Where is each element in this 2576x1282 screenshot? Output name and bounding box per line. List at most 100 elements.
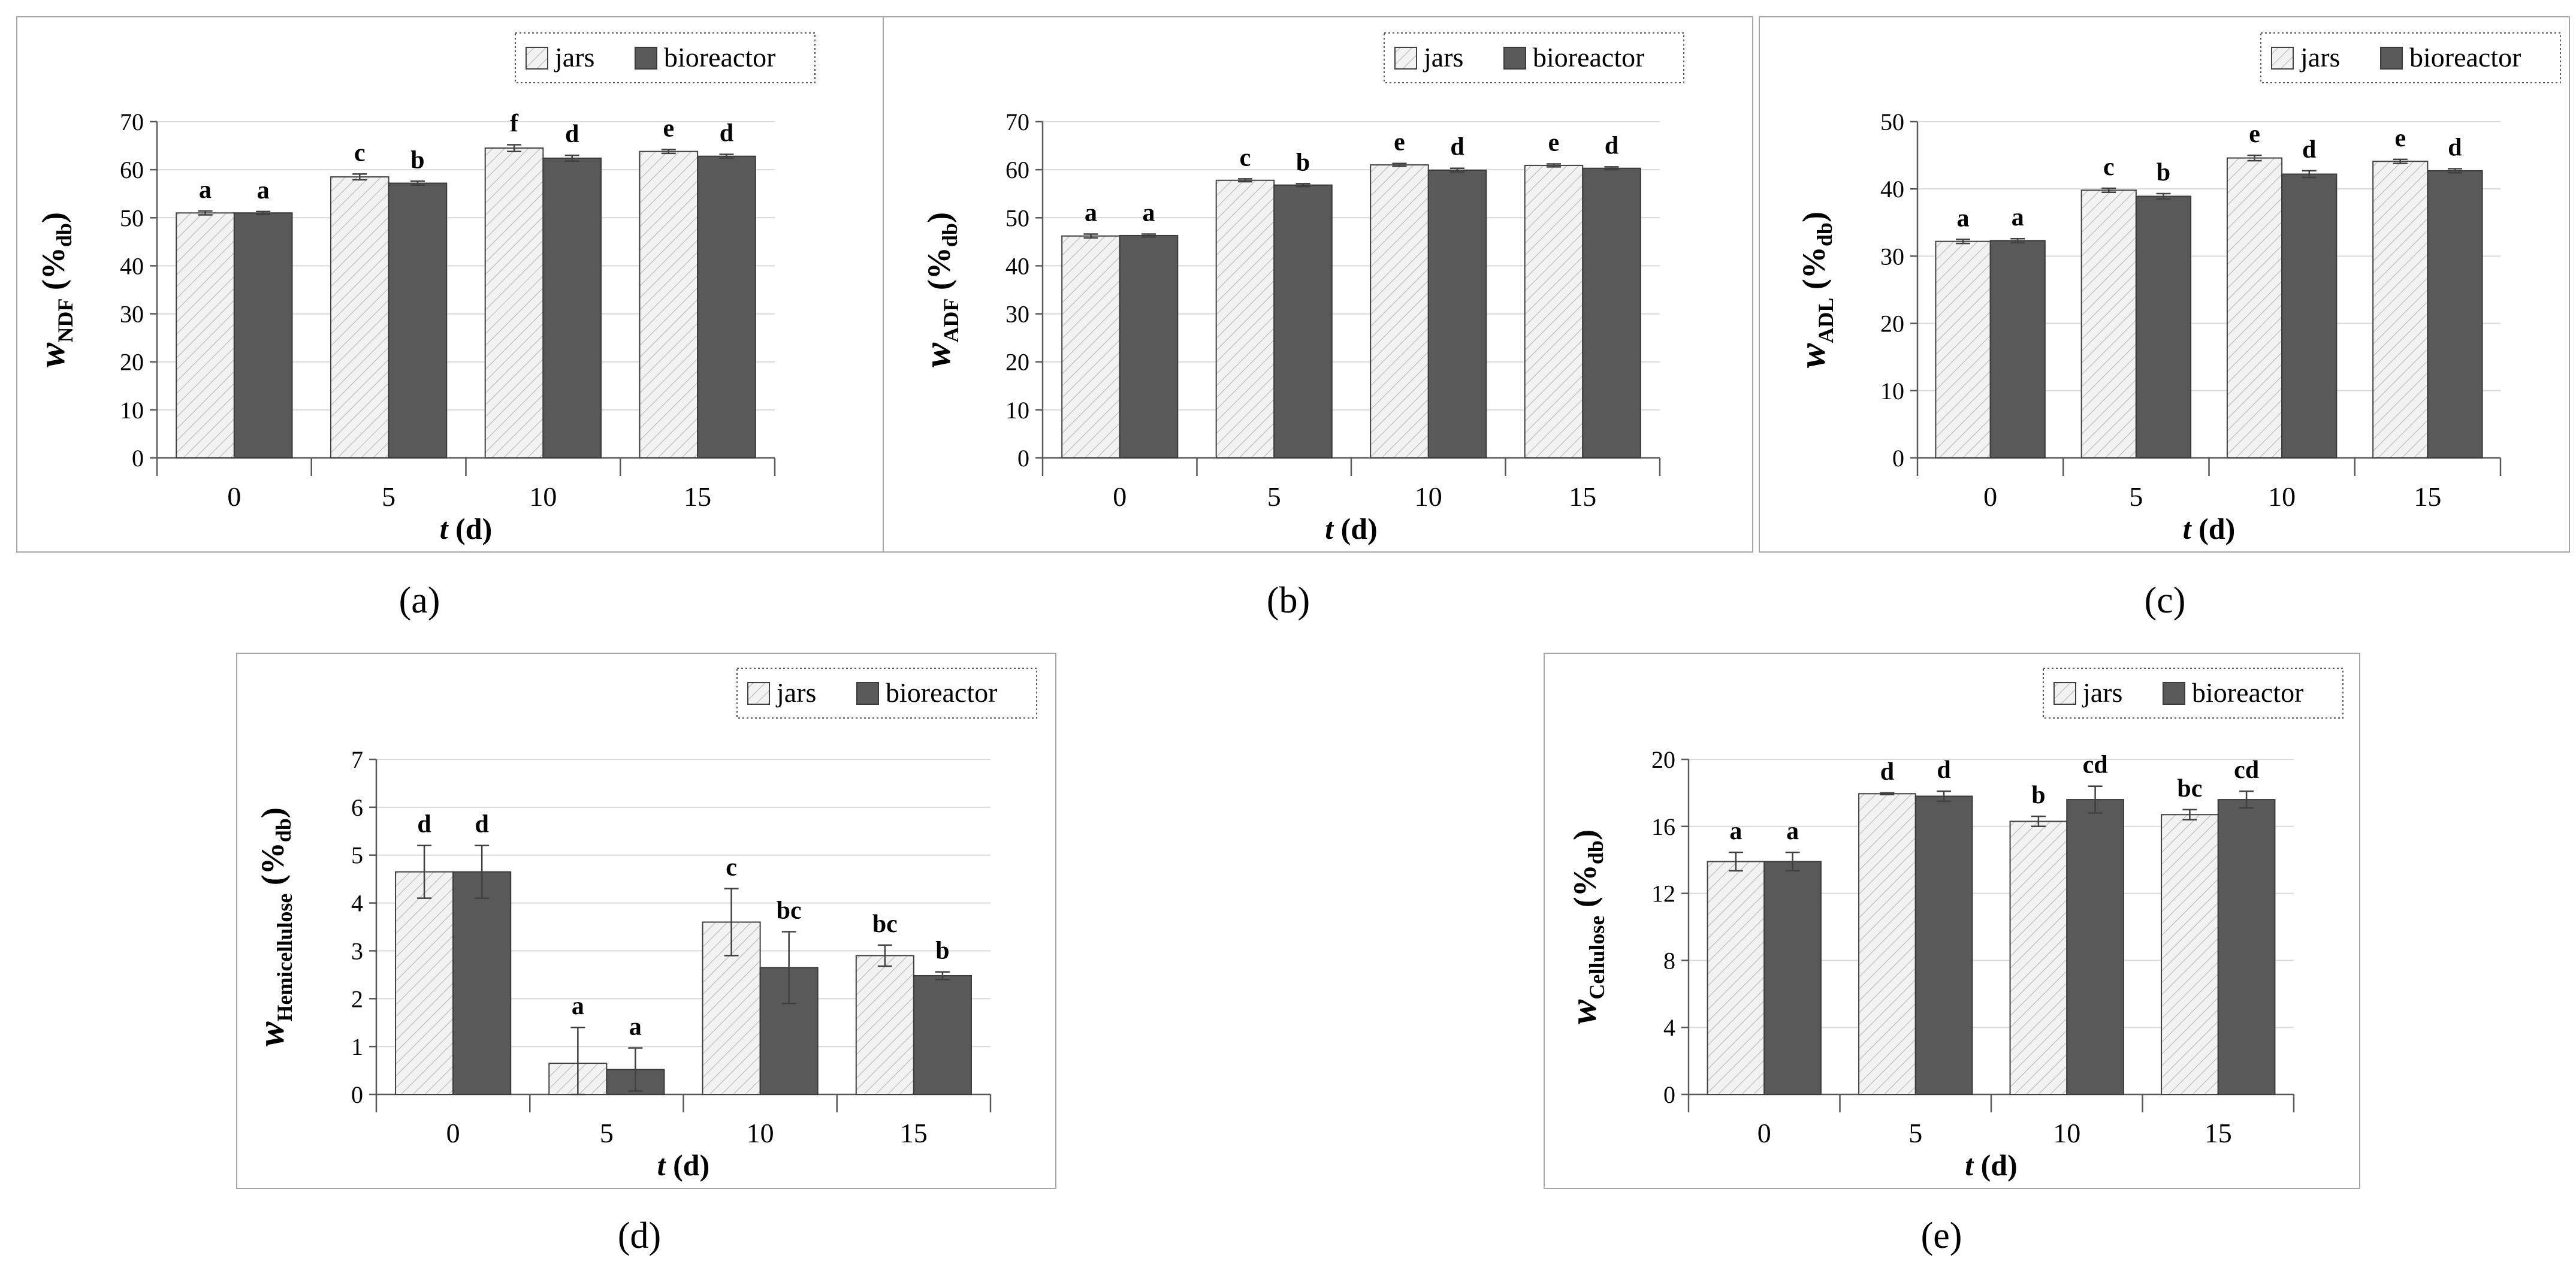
x-tick-label: 15 (1569, 481, 1596, 512)
bar-bioreactor-5 (2135, 195, 2192, 458)
legend-frame (2043, 668, 2344, 719)
x-axis-title: t (d) (657, 1148, 710, 1182)
significance-letter: a (199, 176, 212, 204)
x-tick-label: 5 (600, 1118, 614, 1148)
significance-letter: d (565, 120, 579, 148)
x-tick-label: 10 (2268, 481, 2296, 512)
y-tick-label: 10 (1005, 397, 1029, 424)
bar-jars-0 (1707, 861, 1765, 1095)
bar-jars-15 (1524, 164, 1584, 458)
significance-letter: a (1729, 818, 1742, 845)
legend: jars bioreactor (2043, 668, 2344, 719)
legend: jars bioreactor (2260, 32, 2561, 83)
significance-letter: d (1450, 134, 1464, 161)
bar-jars-10 (2009, 821, 2068, 1096)
legend-label-jars: jars (554, 42, 594, 73)
bar-jars-15 (855, 955, 914, 1096)
x-tick-label: 0 (446, 1118, 460, 1148)
legend-swatch-bioreactor (856, 682, 879, 705)
y-tick-label: 40 (1005, 252, 1029, 279)
legend: jars bioreactor (515, 32, 816, 83)
bar-bioreactor-0 (452, 871, 512, 1096)
y-tick-label: 2 (351, 985, 363, 1012)
significance-letter: c (354, 139, 366, 167)
y-axis-title: wNDF (%db) (32, 212, 77, 367)
significance-letter: cd (2083, 752, 2108, 779)
significance-letter: e (1394, 129, 1405, 156)
bar-jars-5 (1215, 179, 1275, 458)
legend-label-jars: jars (1423, 42, 1463, 73)
bar-bioreactor-15 (1582, 167, 1641, 458)
y-tick-label: 1 (351, 1033, 363, 1060)
y-tick-label: 20 (1005, 349, 1029, 376)
y-tick-label: 20 (120, 349, 144, 376)
significance-letter: b (2157, 159, 2170, 186)
legend-swatch-jars (2053, 682, 2076, 705)
chart-panel-a: 0 10 20 30 40 50 60 70 0 a a 5 c b 10 f d 15 e d t (d) wNDF (… (16, 16, 886, 553)
y-tick-label: 30 (1005, 301, 1029, 328)
bar-jars-0 (1061, 235, 1121, 458)
x-tick-label: 15 (684, 481, 711, 512)
significance-letter: e (1548, 129, 1560, 157)
panel-label-e: (e) (1921, 1215, 1962, 1256)
y-tick-label: 4 (1663, 1014, 1675, 1041)
bar-bioreactor-5 (1914, 795, 1973, 1095)
x-tick-label: 15 (2204, 1118, 2232, 1148)
y-tick-label: 8 (1663, 947, 1675, 974)
y-tick-label: 60 (1005, 156, 1029, 183)
legend-swatch-bioreactor (2380, 47, 2403, 70)
y-axis-title: wCellulose (%db) (1563, 829, 1609, 1024)
significance-letter: b (410, 146, 424, 174)
legend-label-jars: jars (2082, 677, 2122, 708)
bar-bioreactor-0 (1119, 234, 1179, 458)
y-tick-label: 50 (120, 204, 144, 231)
bar-jars-5 (1858, 793, 1916, 1095)
x-tick-label: 10 (1415, 481, 1442, 512)
x-tick-label: 10 (747, 1118, 774, 1148)
legend-frame (1384, 32, 1684, 83)
legend-frame (515, 32, 816, 83)
significance-letter: d (417, 811, 431, 838)
significance-letter: f (510, 110, 519, 137)
y-tick-label: 10 (1880, 378, 1904, 405)
significance-letter: a (257, 177, 270, 204)
chart-panel-b: 0 10 20 30 40 50 60 70 0 a a 5 c b 10 e d 15 e d t (d) wADF (… (883, 16, 1753, 553)
x-axis-title: t (d) (440, 512, 493, 545)
bar-bioreactor-5 (388, 182, 448, 458)
x-tick-label: 0 (1757, 1118, 1771, 1148)
bar-bioreactor-10 (2066, 799, 2124, 1095)
x-tick-label: 5 (1267, 481, 1281, 512)
x-tick-label: 15 (900, 1118, 928, 1148)
y-tick-label: 0 (132, 445, 144, 472)
y-tick-label: 40 (1880, 176, 1904, 203)
legend-label-bioreactor: bioreactor (1533, 42, 1644, 73)
x-tick-label: 15 (2414, 481, 2441, 512)
y-tick-label: 12 (1651, 880, 1675, 907)
x-tick-label: 0 (227, 481, 241, 512)
bar-jars-10 (484, 147, 544, 459)
legend-swatch-jars (526, 47, 548, 70)
y-tick-label: 0 (351, 1081, 363, 1108)
significance-letter: a (1143, 200, 1155, 227)
y-tick-label: 30 (1880, 243, 1904, 270)
bar-bioreactor-0 (1763, 861, 1822, 1095)
y-tick-label: 0 (1017, 445, 1029, 472)
bar-bioreactor-15 (697, 155, 756, 458)
significance-letter: c (1240, 144, 1251, 171)
significance-letter: a (629, 1013, 642, 1041)
significance-letter: bc (777, 897, 802, 924)
significance-letter: c (2103, 153, 2115, 181)
bar-bioreactor-10 (2281, 173, 2338, 458)
y-tick-label: 20 (1880, 310, 1904, 337)
x-tick-label: 5 (2129, 481, 2143, 512)
y-tick-label: 0 (1892, 445, 1904, 472)
legend-label-bioreactor: bioreactor (2409, 42, 2521, 73)
y-tick-label: 3 (351, 937, 363, 964)
y-axis-title: wADL (%db) (1792, 212, 1838, 368)
bar-bioreactor-10 (1427, 169, 1487, 458)
bar-bioreactor-0 (233, 212, 293, 458)
significance-letter: d (1880, 758, 1894, 786)
legend-frame (736, 668, 1037, 719)
bar-jars-0 (176, 212, 235, 458)
